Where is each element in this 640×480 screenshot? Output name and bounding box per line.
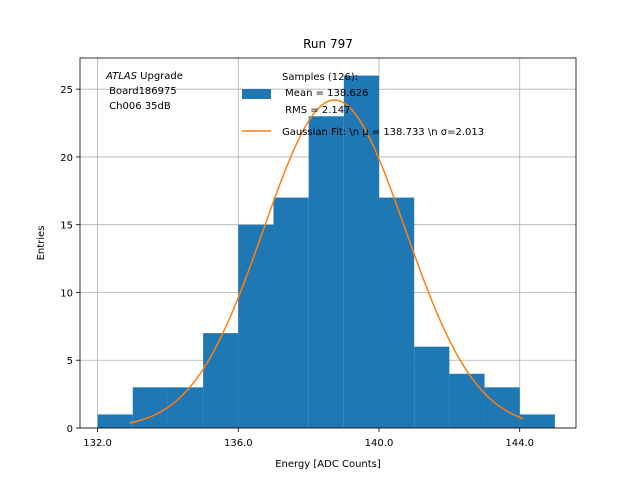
chart-title: Run 797 [303,37,353,51]
x-axis-ticks: 132.0 136.0 140.0 144.0 [83,428,534,449]
plot-frame [79,57,577,429]
histogram-bar-3 [203,333,239,428]
x-tick-label-0: 132.0 [83,438,112,449]
histogram-bar-7 [343,75,380,428]
legend-samples-line-3: RMS = 2.147 [282,105,350,116]
annotation-line-3: Ch006 35dB [106,101,171,112]
y-tick-label-2: 10 [60,288,73,299]
histogram-bar-10 [449,373,485,428]
histogram-bar-6 [308,116,344,429]
x-tick-label-2: 140.0 [365,438,394,449]
x-axis-label: Energy [ADC Counts] [275,459,381,470]
histogram-bar-2 [167,387,204,428]
atlas-annotation: ATLAS Upgrade Board186975 Ch006 35dB [105,71,183,112]
histogram-bar-1 [132,387,168,428]
gaussian-fit-curve [129,99,524,424]
legend-swatch-histogram [242,89,271,99]
legend-fit-label: Gaussian Fit: \n μ = 138.733 \n σ=2.013 [282,127,484,138]
legend-samples-line-2: Mean = 138.626 [282,88,369,99]
x-tick-label-1: 136.0 [224,438,253,449]
histogram-bar-5 [273,197,309,428]
annotation-line-2: Board186975 [106,86,177,97]
histogram-bar-8 [379,197,415,428]
annotation-upgrade-word: Upgrade [137,71,183,82]
x-tick-label-3: 144.0 [505,438,534,449]
y-tick-label-1: 5 [67,356,73,367]
annotation-atlas-word: ATLAS [105,71,138,82]
histogram-bar-12 [519,414,555,428]
legend-samples-line-1: Samples (126): [282,72,358,83]
histogram-bar-4 [238,224,274,428]
histogram-bar-9 [414,346,450,428]
y-axis-ticks: 0 5 10 15 20 25 [60,85,80,435]
y-tick-label-3: 15 [60,221,73,232]
y-tick-label-4: 20 [60,153,73,164]
y-tick-label-0: 0 [67,424,73,435]
annotation-line-1: ATLAS Upgrade [105,71,183,82]
y-tick-label-5: 25 [60,85,73,96]
histogram-bar-0 [97,414,133,428]
legend: Samples (126): Mean = 138.626 RMS = 2.14… [242,72,484,138]
y-axis-label: Entries [36,226,47,261]
